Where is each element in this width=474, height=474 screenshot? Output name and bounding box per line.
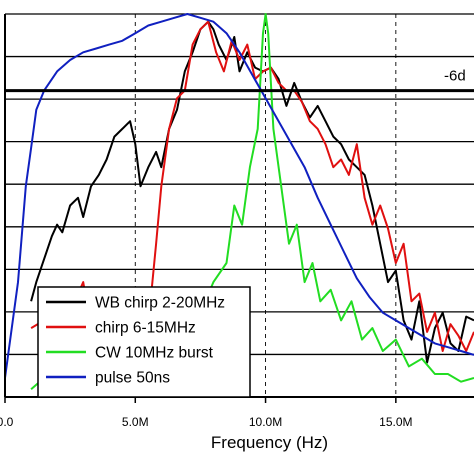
series-line-0 <box>30 20 474 364</box>
legend-label-2: CW 10MHz burst <box>95 345 214 362</box>
series-line-3 <box>4 13 474 379</box>
x-tick-label-2: 10.0M <box>249 415 282 429</box>
legend-label-0: WB chirp 2-20MHz <box>95 295 225 312</box>
reference-line-label: -6d <box>444 68 466 85</box>
legend-box <box>37 286 251 398</box>
x-axis-title: Frequency (Hz) <box>211 433 328 452</box>
x-tick-label-3: 15.0M <box>379 415 412 429</box>
reference-line-layer: -6d <box>5 68 474 93</box>
x-tick-labels: 0.0 5.0M 10.0M 15.0M <box>0 415 413 429</box>
series-layer <box>4 13 474 391</box>
legend-label-3: pulse 50ns <box>95 370 170 387</box>
x-tick-label-1: 5.0M <box>122 415 149 429</box>
legend-label-1: chirp 6-15MHz <box>95 320 196 337</box>
legend: WB chirp 2-20MHz chirp 6-15MHz CW 10MHz bu… <box>37 286 251 398</box>
x-tick-label-0: 0.0 <box>0 415 14 429</box>
